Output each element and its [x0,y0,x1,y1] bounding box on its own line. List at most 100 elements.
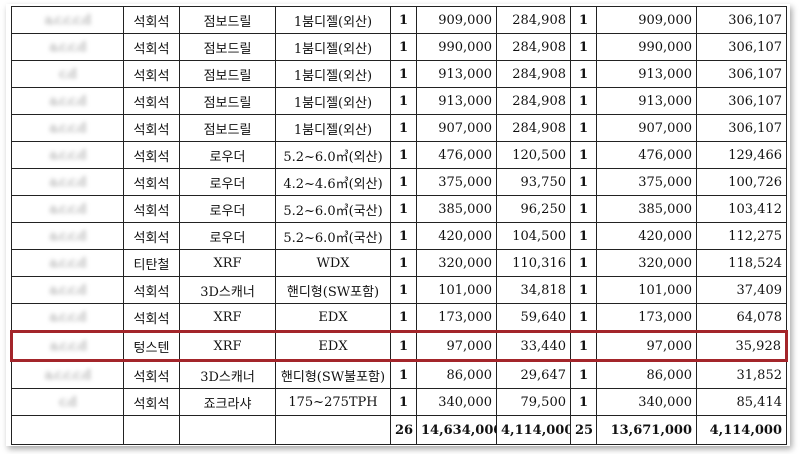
row-id-cell: a.c.c.d [10,330,124,362]
price2-cell: 913,000 [596,87,697,115]
qty2-cell: 1 [570,195,597,223]
qty2-cell: 1 [570,87,597,115]
qty1-cell: 1 [390,141,417,169]
total-equipment-cell [179,415,276,445]
price1-cell: 340,000 [416,388,497,416]
price2-cell: 913,000 [596,60,697,88]
equipment-cell: 점보드릴 [179,6,276,34]
row-id-cell: a.c.c.d [11,114,124,142]
value1-cell: 284,908 [496,33,571,61]
redacted-id: c.d [59,394,77,410]
price1-cell: 907,000 [416,114,497,142]
spec-cell: EDX [275,330,391,362]
material-cell: 석회석 [123,168,180,196]
price1-cell: 375,000 [416,168,497,196]
equipment-cell: 점보드릴 [179,114,276,142]
price2-cell: 340,000 [596,388,697,416]
total-row: 26 14,634,000 4,114,000 25 13,671,000 4,… [11,415,787,445]
qty2-cell: 1 [570,360,597,389]
table-row: a.c.c.c.d 석회석 점보드릴 1붐디젤(외산) 1 909,000 284,908 1… [11,6,787,34]
redacted-id: a.c.c.d [49,282,86,298]
value1-cell: 120,500 [496,141,571,169]
price2-cell: 101,000 [596,276,697,304]
redacted-id: a.c.c.d [49,201,86,217]
spec-cell: 핸디형(SW포함) [275,276,391,304]
redacted-id: a.c.c.d [49,120,86,136]
value2-cell: 118,524 [696,249,787,277]
qty1-cell: 1 [390,168,417,196]
value2-cell: 64,078 [696,303,787,332]
price1-cell: 913,000 [416,87,497,115]
price2-cell: 990,000 [596,33,697,61]
material-cell: 텅스텐 [123,330,180,362]
price1-cell: 97,000 [416,330,497,362]
equipment-cell: 로우더 [179,195,276,223]
price2-cell: 476,000 [596,141,697,169]
table-body: a.c.c.c.d 석회석 점보드릴 1붐디젤(외산) 1 909,000 284,908 1… [10,6,788,445]
qty2-cell: 1 [570,388,597,416]
material-cell: 석회석 [123,303,180,332]
value1-cell: 79,500 [496,388,571,416]
qty1-cell: 1 [390,388,417,416]
value1-cell: 110,316 [496,249,571,277]
qty2-cell: 1 [570,114,597,142]
qty1-cell: 1 [390,276,417,304]
material-cell: 티탄철 [123,249,180,277]
redacted-id: a.c.c.d [49,228,86,244]
price1-cell: 101,000 [416,276,497,304]
redacted-id: a.c.c.d [49,93,86,109]
value1-cell: 93,750 [496,168,571,196]
qty2-cell: 1 [570,303,597,332]
spec-cell: 5.2~6.0㎥(국산) [275,222,391,250]
price1-cell: 86,000 [416,360,497,389]
value1-cell: 104,500 [496,222,571,250]
table-row: c.d 석회석 죠크라샤 175~275TPH 1 340,000 79,500 1 340,0… [11,388,787,416]
spec-cell: 1붐디젤(외산) [275,87,391,115]
equipment-cell: 로우더 [179,141,276,169]
equipment-cell: XRF [179,330,276,362]
price2-cell: 97,000 [596,330,697,362]
material-cell: 석회석 [123,141,180,169]
price1-cell: 913,000 [416,60,497,88]
value1-cell: 59,640 [496,303,571,332]
table-row: a.c.c.d 석회석 점보드릴 1붐디젤(외산) 1 990,000 284,908 1 99… [11,33,787,61]
value1-cell: 29,647 [496,360,571,389]
spec-cell: 1붐디젤(외산) [275,114,391,142]
total-material-cell [123,415,180,445]
equipment-cell: 점보드릴 [179,87,276,115]
qty2-cell: 1 [570,33,597,61]
material-cell: 석회석 [123,222,180,250]
row-id-cell: a.c.c.d [11,303,124,332]
spec-cell: EDX [275,303,391,332]
equipment-table: a.c.c.c.d 석회석 점보드릴 1붐디젤(외산) 1 909,000 284,908 1… [10,6,788,445]
qty1-cell: 1 [390,330,417,362]
spec-cell: 5.2~6.0㎥(외산) [275,141,391,169]
equipment-cell: XRF [179,303,276,332]
equipment-cell: 점보드릴 [179,60,276,88]
equipment-cell: 로우더 [179,222,276,250]
redacted-id: a.c.c.d [49,309,86,325]
qty1-cell: 1 [390,6,417,34]
spec-cell: 1붐디젤(외산) [275,60,391,88]
value2-cell: 85,414 [696,388,787,416]
table-row: a.c.c.d 석회석 점보드릴 1붐디젤(외산) 1 913,000 284,908 1 91… [11,87,787,115]
redacted-id: a.c.c.d [49,174,86,190]
row-id-cell: a.c.c.c.d [11,360,124,389]
price2-cell: 420,000 [596,222,697,250]
price2-cell: 86,000 [596,360,697,389]
value2-cell: 306,107 [696,33,787,61]
row-id-cell: a.c.c.d [11,222,124,250]
value1-cell: 33,440 [496,330,571,362]
row-id-cell: a.c.c.c.d [11,6,124,34]
table-row: a.c.c.d 석회석 로우더 5.2~6.0㎥(국산) 1 385,000 96,250 1… [11,195,787,223]
qty1-cell: 1 [390,114,417,142]
row-id-cell: a.c.c.d [11,249,124,277]
qty1-cell: 1 [390,360,417,389]
total-price1: 14,634,000 [416,415,497,445]
equipment-cell: 3D스캐너 [179,276,276,304]
redacted-id: c.d [59,66,77,82]
table-row: a.c.c.d 티탄철 XRF WDX 1 320,000 110,316 1 320,000 1… [11,249,787,277]
qty2-cell: 1 [570,168,597,196]
redacted-id: a.c.c.c.d [44,12,91,28]
total-qty2: 25 [570,415,597,445]
